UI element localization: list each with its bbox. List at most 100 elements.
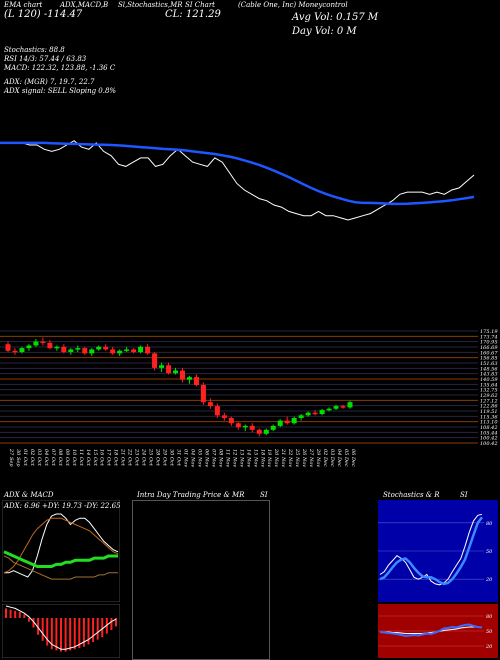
candle-body bbox=[319, 410, 325, 415]
date-tick-label: 02 Oct bbox=[29, 449, 35, 467]
date-tick-label: 15 Oct bbox=[92, 449, 98, 467]
info-adx: ADX: (MGR) 7, 19.7, 22.7 bbox=[4, 78, 95, 86]
candle-body bbox=[263, 429, 269, 434]
price-tick-label: 100.42 bbox=[480, 441, 498, 447]
candle-body bbox=[75, 348, 81, 350]
date-tick-label: 19 Nov bbox=[266, 449, 272, 467]
price-tick-label: 119.51 bbox=[480, 409, 498, 415]
candle-body bbox=[242, 425, 248, 428]
stoch-tick-label: 20 bbox=[485, 577, 493, 583]
candle-body bbox=[305, 412, 311, 416]
date-tick-label: 29 Oct bbox=[162, 448, 168, 467]
date-tick-label: 18 Nov bbox=[259, 449, 265, 467]
candle-body bbox=[179, 370, 185, 380]
date-tick-label: 03 Oct bbox=[36, 449, 42, 467]
price-tick-label: 129.62 bbox=[480, 393, 498, 399]
date-tick-label: 02 Dec bbox=[322, 449, 328, 467]
candle-body bbox=[68, 349, 74, 353]
price-tick-label: 166.69 bbox=[480, 345, 498, 351]
candle-body bbox=[326, 408, 332, 411]
date-tick-label: 31 Oct bbox=[176, 449, 182, 467]
date-tick-label: 27 Nov bbox=[308, 448, 314, 467]
candle-body bbox=[173, 370, 179, 374]
rsi-tick-label: 20 bbox=[485, 644, 493, 650]
candle-body bbox=[47, 342, 53, 349]
price-tick-label: 105.44 bbox=[480, 430, 498, 436]
ema-short-line bbox=[0, 140, 475, 221]
adx-values-label: ADX: 6.96 +DY: 19.73 -DY: 22.65 bbox=[3, 502, 120, 510]
adx-line bbox=[4, 513, 119, 578]
candle-body bbox=[82, 348, 88, 354]
candle-body bbox=[340, 406, 346, 408]
candle-body bbox=[270, 425, 276, 430]
header-si: SI Chart bbox=[185, 1, 215, 9]
header-company: (Cable One, Inc) Moneycontrol bbox=[238, 1, 348, 9]
rsi-line bbox=[379, 623, 483, 638]
date-tick-label: 11 Nov bbox=[224, 449, 230, 467]
candle-body bbox=[228, 417, 234, 424]
header-ema: EMA chart bbox=[4, 1, 43, 9]
candle-body bbox=[103, 346, 109, 350]
price-tick-label: 122.86 bbox=[480, 404, 498, 410]
price-tick-label: 115.36 bbox=[480, 414, 498, 420]
info-stochastics: Stochastics: 88.8 bbox=[4, 46, 65, 54]
candle-body bbox=[347, 402, 353, 408]
date-tick-label: 23 Oct bbox=[134, 448, 140, 467]
candle-body bbox=[131, 349, 137, 353]
stoch-tick-label: 80 bbox=[486, 521, 493, 527]
ema-chart bbox=[0, 140, 475, 221]
date-tick-label: 04 Nov bbox=[189, 449, 195, 467]
date-tick-label: 15 Nov bbox=[252, 449, 258, 467]
info-adx-signal: ADX signal: SELL Sloping 0.8% bbox=[4, 87, 117, 95]
candle-body bbox=[33, 341, 39, 346]
price-tick-label: 160.67 bbox=[480, 350, 498, 356]
date-tick-label: 29 Nov bbox=[315, 448, 321, 467]
date-tick-label: 01 Oct bbox=[22, 449, 28, 467]
candle-body bbox=[138, 346, 144, 353]
adx-frame bbox=[2, 500, 120, 602]
rsi-panel: 80 50 20 bbox=[378, 604, 498, 658]
date-tick-label: 04 Dec bbox=[336, 449, 342, 467]
date-tick-label: 22 Oct bbox=[127, 448, 133, 467]
candle-body bbox=[96, 346, 102, 350]
date-tick-label: 25 Oct bbox=[148, 448, 154, 467]
candle-body bbox=[249, 425, 255, 430]
price-tick-label: 170.95 bbox=[480, 340, 498, 346]
stoch-d-line bbox=[379, 516, 484, 586]
price-tick-label: 175.19 bbox=[480, 329, 498, 335]
price-tick-label: 151.63 bbox=[480, 361, 498, 367]
date-tick-label: 06 Dec bbox=[350, 449, 356, 467]
candle-body bbox=[12, 350, 18, 353]
info-rsi: RSI 14/3: 57.44 / 63.83 bbox=[4, 55, 87, 63]
candle-body bbox=[186, 377, 192, 380]
date-tick-label: 25 Nov bbox=[294, 448, 300, 467]
adx-panel: ADX: 6.96 +DY: 19.73 -DY: 22.65 bbox=[2, 500, 120, 602]
rsi-signal-line bbox=[380, 626, 482, 634]
candle-body bbox=[26, 345, 32, 349]
avg-volume: Avg Vol: 0.157 M bbox=[292, 12, 379, 23]
date-tick-label: 11 Oct bbox=[78, 449, 84, 467]
day-price: (L 120) -114.47 bbox=[4, 9, 83, 20]
price-chart: 175.19173.74170.95166.69160.67156.85151.… bbox=[0, 329, 498, 467]
candle-body bbox=[145, 346, 151, 354]
price-tick-label: 132.75 bbox=[480, 388, 498, 394]
date-tick-label: 04 Oct bbox=[43, 449, 49, 467]
price-tick-label: 140.59 bbox=[480, 377, 498, 383]
price-tick-label: 108.42 bbox=[480, 425, 498, 431]
candle-body bbox=[200, 385, 206, 403]
minus-di-line bbox=[3, 555, 118, 580]
intraday-panel-title: Intra Day Trading Price & MR bbox=[137, 491, 245, 499]
adx-panel-title: ADX & MACD bbox=[4, 491, 54, 499]
header-adx: ADX,MACD,B bbox=[60, 1, 109, 9]
date-tick-label: 21 Oct bbox=[120, 448, 126, 467]
date-tick-label: 20 Nov bbox=[273, 448, 279, 467]
date-tick-label: 10 Oct bbox=[71, 449, 77, 467]
date-tick-label: 14 Nov bbox=[245, 449, 251, 467]
ema-long-line bbox=[0, 141, 475, 206]
plus-di-line bbox=[3, 517, 119, 574]
price-tick-label: 156.85 bbox=[480, 356, 498, 362]
candle-body bbox=[284, 420, 290, 424]
si-panel-title: SI bbox=[260, 491, 268, 499]
si-panel-title-right: SI bbox=[460, 491, 468, 499]
candle-body bbox=[124, 349, 130, 351]
